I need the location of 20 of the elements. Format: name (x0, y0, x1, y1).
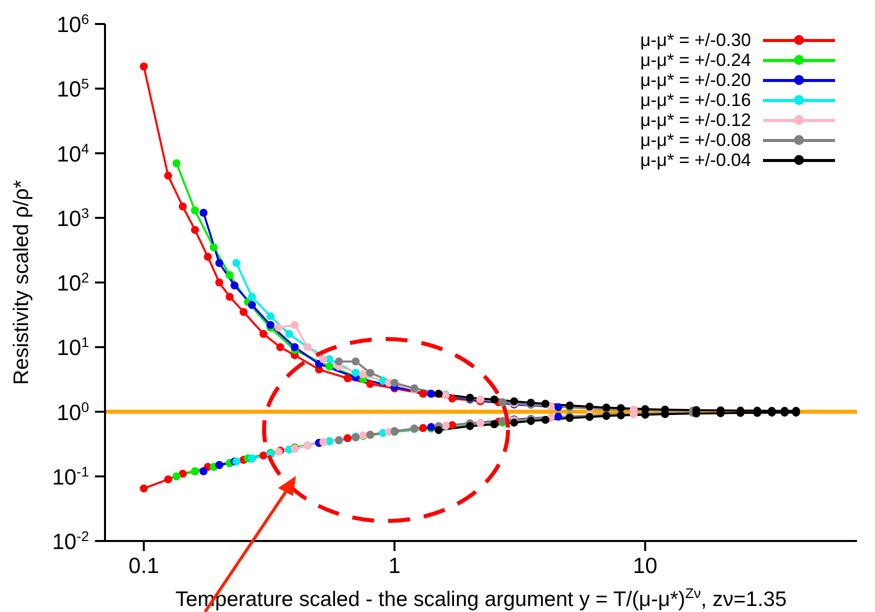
legend-label: μ-μ* = +/-0.20 (640, 70, 751, 90)
x-tick-label: 1 (388, 553, 401, 578)
x-tick-label: 0.1 (128, 553, 160, 578)
legend-label: μ-μ* = +/-0.30 (640, 30, 751, 50)
legend-label: μ-μ* = +/-0.04 (640, 150, 751, 170)
y-tick-label: 10$^{0}$ (56, 398, 90, 425)
y-tick-label: 10$^{3}$ (56, 204, 90, 231)
y-tick-label: 10$^{-2}$ (52, 528, 90, 554)
legend-label: μ-μ* = +/-0.16 (640, 90, 751, 110)
y-tick-label: 10$^{4}$ (56, 140, 90, 166)
y-tick-label: 10$^{-1}$ (52, 463, 90, 490)
legend-label: μ-μ* = +/-0.08 (640, 130, 751, 150)
x-tick-label: 10 (632, 553, 658, 578)
y-tick-label: 10$^{1}$ (56, 334, 90, 360)
legend-label: μ-μ* = +/-0.24 (640, 50, 751, 70)
y-tick-label: 10$^{5}$ (56, 76, 90, 102)
y-tick-label: 10$^{6}$ (56, 11, 90, 37)
y-tick-label: 10$^{2}$ (56, 270, 90, 296)
legend-label: μ-μ* = +/-0.12 (640, 110, 751, 130)
y-axis-title: Resistivity scaled ρ/ρ* (10, 180, 33, 385)
